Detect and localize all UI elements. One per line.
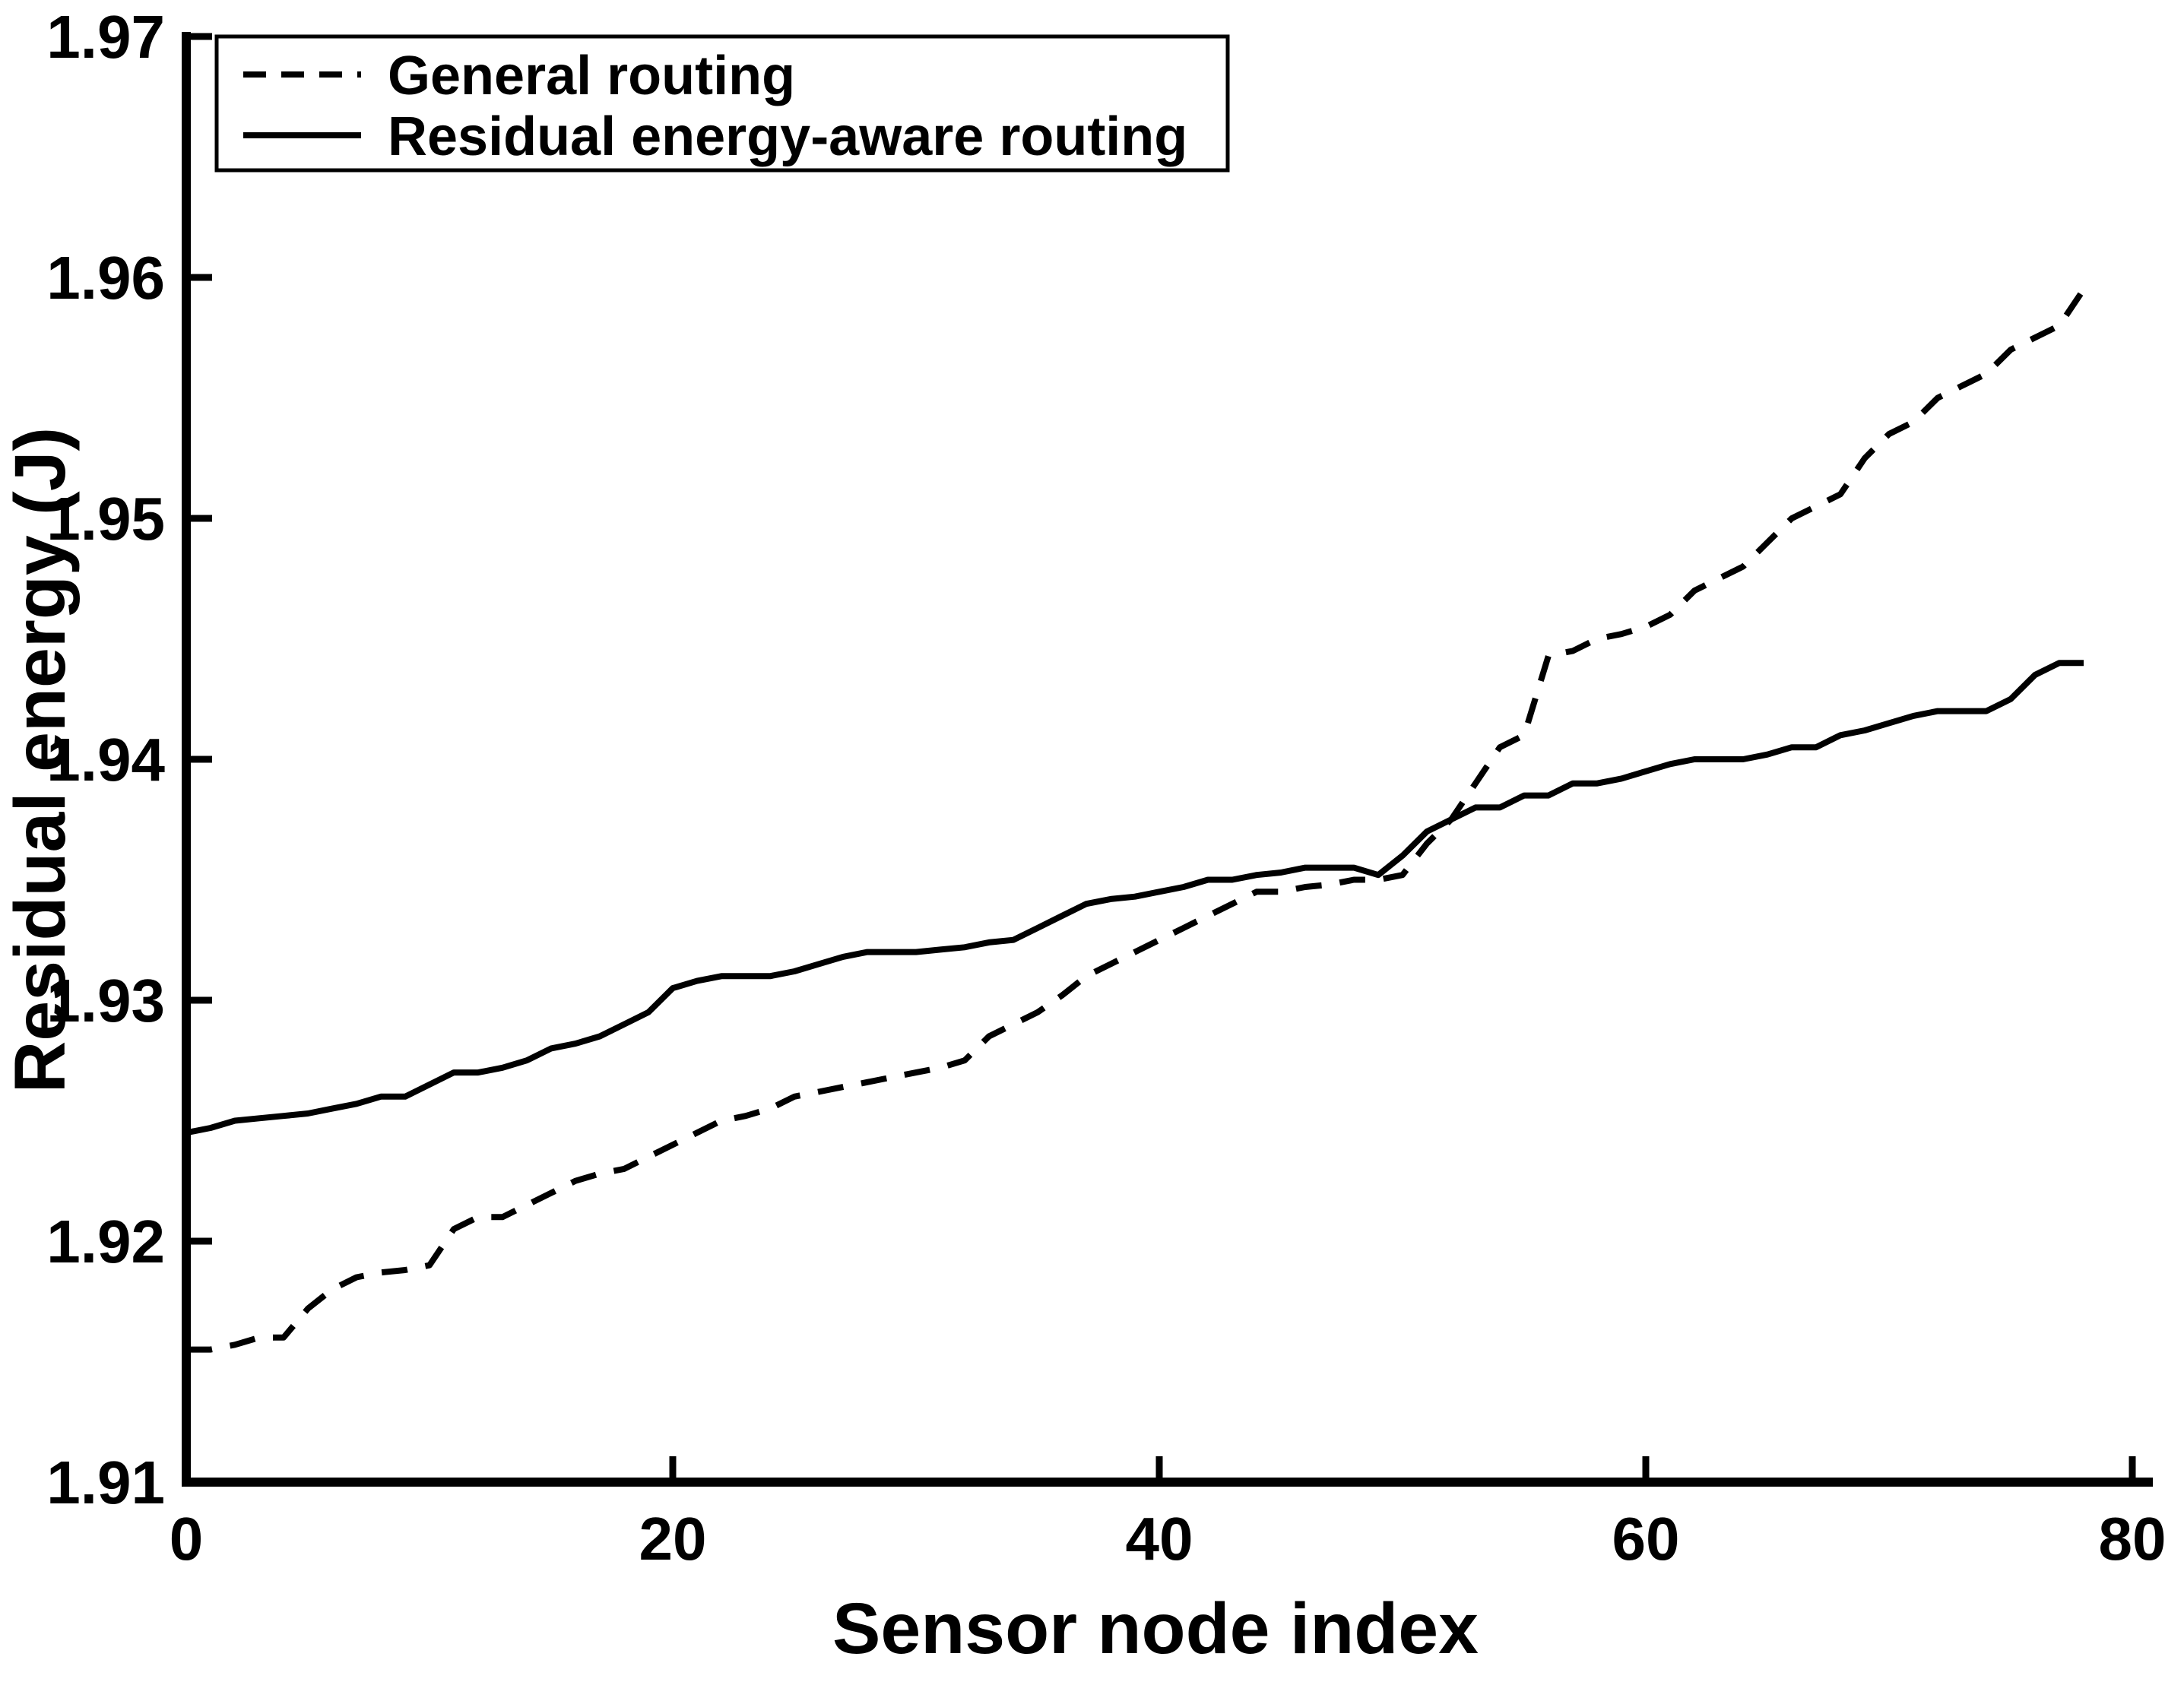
y-tick-label: 1.93 [46,967,165,1034]
series-line-solid [185,660,2084,1136]
x-tick-label: 80 [2099,1505,2167,1573]
x-tick-label: 20 [639,1505,707,1573]
x-tick-label: 40 [1126,1505,1193,1573]
y-tick-label: 1.94 [46,726,165,793]
series-line-dashed [186,287,2087,1353]
legend-label: Residual energy-aware routing [388,106,1187,167]
legend-label: General routing [388,46,795,106]
y-tick-label: 1.91 [46,1449,165,1516]
legend-box [214,34,1230,173]
plot-layer: 0 20 40 60 80 1.91 1.92 1.93 1.94 1.95 1.96 1.97 Gen… [46,3,2166,1573]
y-tick-label: 1.96 [46,244,165,312]
x-axis-label: Sensor node index [832,1589,1479,1669]
x-tick-label: 0 [170,1505,204,1573]
x-tick-label: 60 [1612,1505,1680,1573]
y-tick-label: 1.92 [46,1208,165,1275]
y-tick-label: 1.95 [46,485,165,553]
y-tick-label: 1.97 [46,3,165,71]
y-axis-label: Residual energy (J) [0,427,81,1093]
